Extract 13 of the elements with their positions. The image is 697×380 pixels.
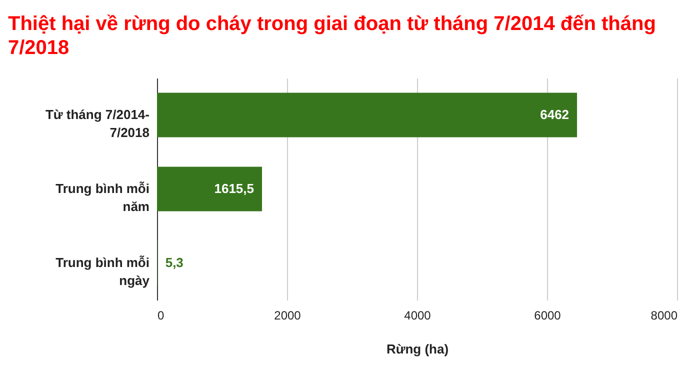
data-label: 5,3 bbox=[165, 255, 184, 270]
x-tick-label: 2000 bbox=[274, 308, 302, 322]
x-tick-label: 6000 bbox=[534, 308, 562, 322]
x-axis-title: Rừng (ha) bbox=[386, 342, 449, 356]
x-tick-label: 0 bbox=[158, 308, 164, 322]
y-tick-label: Từ tháng 7/2014-7/2018 bbox=[45, 107, 150, 140]
y-tick-label: Trung bình mỗi ngày bbox=[56, 255, 150, 288]
chart-title: Thiệt hại về rừng do cháy trong giai đoạn từ tháng 7/2014 đến tháng 7/2018 bbox=[8, 13, 656, 59]
y-tick-label: Trung bình mỗi năm bbox=[56, 181, 150, 214]
data-label: 6462 bbox=[540, 107, 570, 122]
x-tick-label: 4000 bbox=[404, 308, 432, 322]
data-label: 1615,5 bbox=[214, 181, 254, 196]
x-tick-label: 8000 bbox=[650, 308, 678, 322]
